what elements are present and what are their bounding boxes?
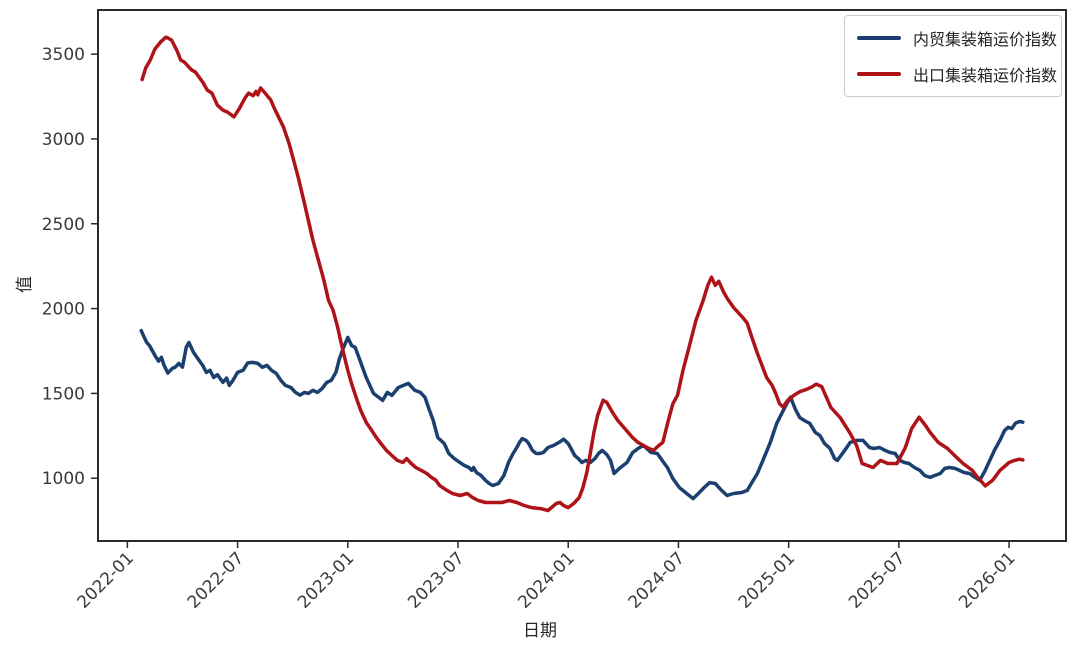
y-tick-label: 2500 <box>42 215 85 235</box>
y-tick-label: 1000 <box>42 469 85 489</box>
y-tick-label: 3000 <box>42 130 85 150</box>
y-tick-label: 2000 <box>42 300 85 320</box>
legend: 内贸集装箱运价指数 出口集装箱运价指数 <box>844 15 1062 97</box>
series-line-export <box>140 35 1025 513</box>
x-axis-label: 日期 <box>523 621 557 641</box>
legend-label-export-index: 出口集装箱运价指数 <box>913 66 1058 85</box>
x-tick-label: 2024-07 <box>625 548 689 612</box>
legend-item-export-index: 出口集装箱运价指数 <box>857 62 1057 86</box>
x-tick-label: 2022-07 <box>184 548 248 612</box>
y-tick-label: 1500 <box>42 384 85 404</box>
x-tick-label: 2026-01 <box>955 548 1019 612</box>
legend-item-domestic-index: 内贸集装箱运价指数 <box>857 26 1057 50</box>
x-tick-label: 2025-01 <box>735 548 799 612</box>
plot-border <box>97 9 1067 542</box>
x-tick-label: 2025-07 <box>845 548 909 612</box>
y-tick-label: 3500 <box>42 45 85 65</box>
series-line-domestic <box>139 328 1025 501</box>
x-tick-label: 2023-07 <box>404 548 468 612</box>
x-tick-label: 2022-01 <box>74 548 138 612</box>
legend-label-domestic-index: 内贸集装箱运价指数 <box>913 30 1058 49</box>
legend-line-swatch-blue <box>857 36 901 40</box>
x-tick-label: 2024-01 <box>514 548 578 612</box>
x-tick-label: 2023-01 <box>294 548 358 612</box>
legend-line-swatch-red <box>857 72 901 76</box>
y-axis-label: 值 <box>15 276 35 293</box>
